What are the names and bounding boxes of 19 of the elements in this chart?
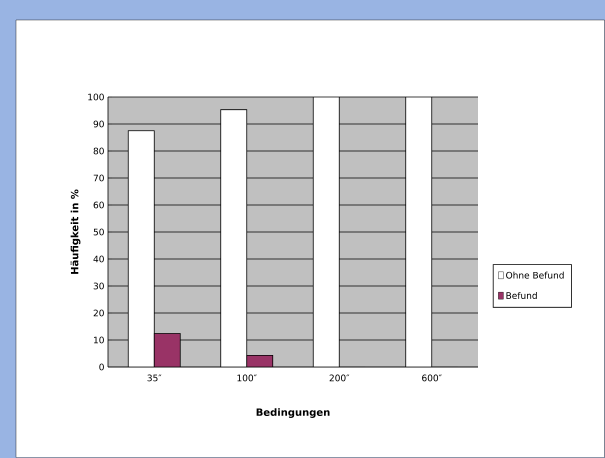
- x-tick-label: 600″: [422, 374, 442, 382]
- y-tick-label: 20: [94, 310, 104, 316]
- y-tick-label: 50: [94, 228, 104, 236]
- y-tick-label: 10: [94, 336, 104, 344]
- x-tick-label: 200″: [330, 374, 350, 382]
- y-tick-label: 100: [88, 94, 104, 100]
- y-tick-label: 30: [94, 282, 104, 290]
- y-tick-label: 70: [94, 174, 104, 182]
- y-axis-title: Häufigkeit in %: [70, 189, 80, 274]
- y-tick-label: 0: [99, 364, 104, 370]
- y-tick-label: 80: [94, 148, 104, 154]
- legend-label: Ohne Befund: [506, 272, 564, 279]
- x-tick-label: 100″: [237, 374, 257, 382]
- x-tick-label: 35″: [148, 374, 162, 382]
- y-tick-label: 90: [94, 120, 104, 128]
- x-axis-title: Bedingungen: [256, 408, 330, 418]
- y-tick-label: 40: [93, 256, 104, 262]
- legend-label: Befund: [506, 292, 537, 299]
- y-tick-label: 60: [94, 202, 104, 208]
